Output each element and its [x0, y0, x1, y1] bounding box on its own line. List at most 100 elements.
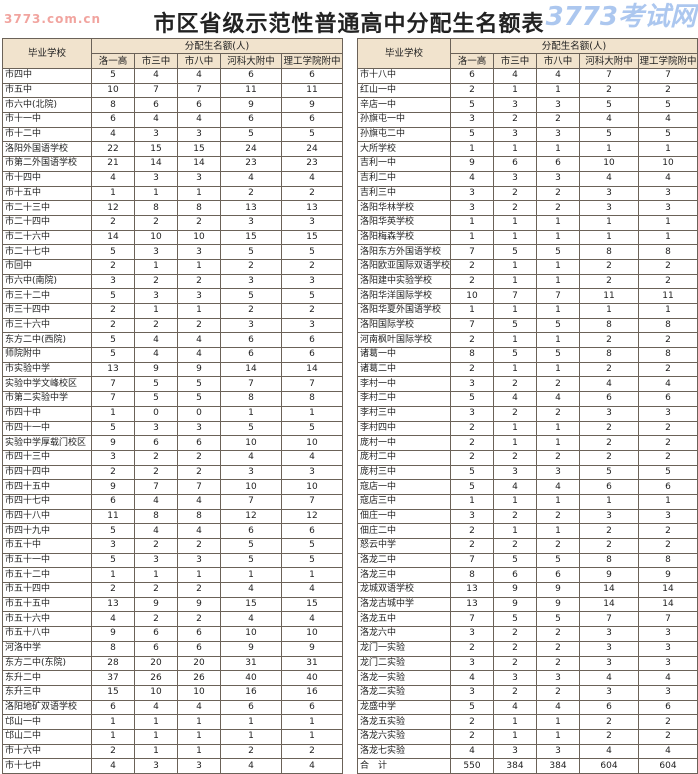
quota-cell: 6 [579, 479, 639, 495]
quota-cell: 1 [280, 567, 344, 584]
table-row: 市五十中 3 2 2 5 5 [2, 538, 344, 554]
quota-cell: 6 [493, 156, 537, 172]
quota-cell: 1 [579, 141, 639, 158]
quota-cell: 4 [134, 347, 178, 363]
quota-cell: 1 [177, 303, 221, 319]
quota-cell: 2 [637, 273, 698, 290]
quota-cell: 5 [91, 347, 135, 363]
quota-cell: 2 [579, 538, 639, 554]
quota-cell: 2 [493, 655, 537, 672]
quota-cell: 2 [134, 611, 178, 628]
quota-cell: 2 [579, 82, 639, 99]
quota-cell: 5 [637, 464, 698, 481]
school-name-cell: 寇店三中 [357, 493, 451, 510]
quota-cell: 6 [637, 479, 698, 495]
table-row: 邙山二中 1 1 1 1 1 [2, 728, 344, 745]
quota-cell: 10 [280, 626, 344, 642]
quota-cell: 9 [579, 567, 639, 584]
school-name-cell: 洛阳华林学校 [357, 200, 451, 216]
quota-cell: 8 [177, 508, 221, 525]
table-row: 洛阳外国语学校 22 15 15 24 24 [2, 141, 344, 158]
quota-cell: 5 [91, 523, 135, 539]
quota-cell: 3 [450, 655, 494, 672]
quota-cell: 6 [280, 332, 344, 349]
quota-cell: 16 [220, 684, 282, 701]
quota-cell: 2 [493, 640, 537, 657]
quota-cell: 6 [280, 699, 344, 716]
quota-cell: 3 [280, 317, 344, 334]
table-row: 吉利二中 4 3 3 4 4 [357, 170, 698, 187]
quota-cell: 5 [220, 552, 282, 569]
quota-cell: 4 [177, 112, 221, 128]
school-name-cell: 吉利三中 [357, 185, 451, 202]
school-name-cell: 李村一中 [357, 376, 451, 393]
school-name-cell: 市五十八中 [2, 626, 92, 642]
quota-cell: 0 [177, 405, 221, 422]
table-row: 洛龙二中 7 5 5 8 8 [357, 552, 698, 569]
quota-cell: 8 [134, 508, 178, 525]
quota-cell: 9 [91, 626, 135, 642]
quota-cell: 1 [536, 728, 580, 745]
quota-cell: 5 [493, 347, 537, 363]
quota-cell: 21 [91, 156, 135, 172]
quota-cell: 3 [280, 214, 344, 231]
quota-cell: 3 [637, 626, 698, 642]
quota-cell: 26 [177, 670, 221, 686]
quota-cell: 5 [450, 126, 494, 143]
quota-cell: 1 [91, 714, 135, 730]
quota-cell: 1 [177, 714, 221, 730]
quota-cell: 6 [177, 97, 221, 114]
table-row: 市十二中 4 3 3 5 5 [2, 126, 344, 143]
table-row: 市三十六中 2 2 2 3 3 [2, 317, 344, 334]
quota-cell: 7 [637, 68, 698, 84]
quota-cell: 10 [134, 684, 178, 701]
school-name-cell: 东升三中 [2, 684, 92, 701]
quota-cell: 2 [536, 449, 580, 466]
table-row: 市六中(北院) 8 6 6 9 9 [2, 97, 344, 114]
quota-cell: 8 [280, 391, 344, 407]
quota-cell: 5 [536, 347, 580, 363]
quota-cell: 2 [177, 273, 221, 290]
school-name-cell: 市四十三中 [2, 449, 92, 466]
table-row: 市十七中 4 3 3 4 4 [2, 758, 344, 774]
quota-cell: 1 [220, 567, 282, 584]
quota-cell: 1 [637, 303, 698, 319]
school-name-cell: 龙门二实验 [357, 655, 451, 672]
quota-cell: 5 [91, 288, 135, 304]
quota-cell: 2 [536, 405, 580, 422]
quota-cell: 6 [177, 435, 221, 451]
quota-cell: 2 [450, 273, 494, 290]
quota-cell: 12 [280, 508, 344, 525]
quota-cell: 3 [579, 640, 639, 657]
school-name-cell: 洛阳国际学校 [357, 317, 451, 334]
quota-cell: 14 [637, 596, 698, 613]
quota-cell: 12 [91, 200, 135, 216]
table-row: 市四十三中 3 2 2 4 4 [2, 449, 344, 466]
school-name-cell: 洛阳建中实验学校 [357, 273, 451, 290]
quota-cell: 23 [280, 156, 344, 172]
quota-cell: 2 [134, 214, 178, 231]
quota-cell: 1 [493, 420, 537, 437]
quota-cell: 4 [579, 112, 639, 128]
quota-cell: 1 [220, 728, 282, 745]
quota-cell: 2 [637, 332, 698, 349]
quota-cell: 1 [493, 714, 537, 730]
quota-cell: 1 [536, 82, 580, 99]
quota-cell: 5 [91, 420, 135, 437]
quota-cell: 5 [579, 126, 639, 143]
school-name-cell: 市四十中 [2, 405, 92, 422]
quota-cell: 1 [134, 728, 178, 745]
quota-cell: 5 [493, 244, 537, 260]
quota-cell: 4 [177, 68, 221, 84]
table-row: 市四十九中 5 4 4 6 6 [2, 523, 344, 539]
quota-table-right: 毕业学校 分配生名额(人) 洛一高 市三中 市八中 河科大附中 理工学院附中 市… [357, 38, 698, 774]
school-name-cell: 洛龙五中 [357, 611, 451, 628]
quota-cell: 3 [637, 640, 698, 657]
quota-cell: 2 [134, 273, 178, 290]
quota-cell: 4 [177, 347, 221, 363]
quota-cell: 1 [134, 714, 178, 730]
school-name-cell: 邙山二中 [2, 728, 92, 745]
table-row: 市四十四中 2 2 2 3 3 [2, 464, 344, 481]
quota-cell: 3 [637, 405, 698, 422]
school-name-cell: 洛龙古城中学 [357, 596, 451, 613]
